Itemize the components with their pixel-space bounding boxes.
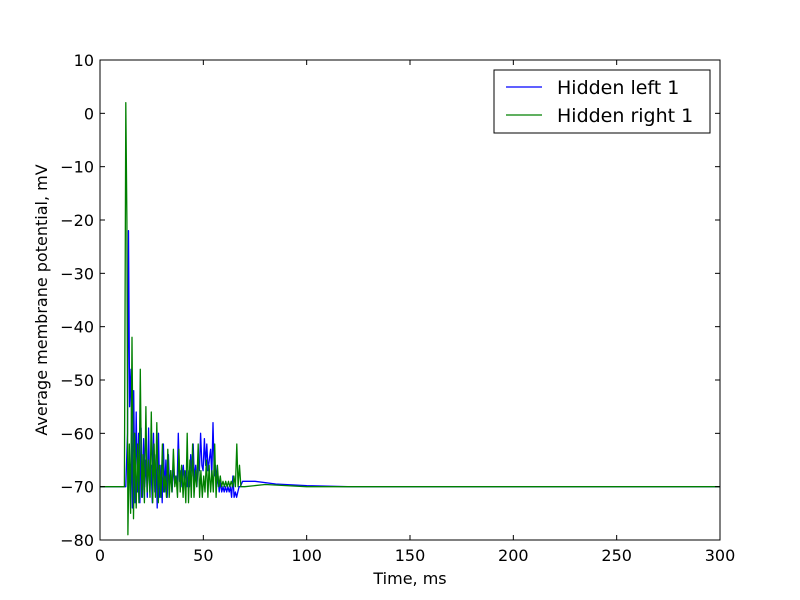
y-tick-label: −60 [60,424,94,443]
y-tick-label: −80 [60,531,94,550]
series-layer [100,102,720,536]
x-tick-label: 150 [395,546,426,565]
x-tick-label: 50 [193,546,213,565]
plot-frame [99,59,721,541]
y-tick-label: −30 [60,264,94,283]
legend-frame [493,69,711,134]
tick-layer: 0 50 100 150 200 250 300100−10−20−30−40−50−60−… [60,51,735,565]
x-tick-label: 0 [95,546,105,565]
x-tick-label: 250 [601,546,632,565]
series-line-hidden-right-1 [100,102,720,536]
y-tick-label: −10 [60,158,94,177]
y-tick-label: −20 [60,211,94,230]
y-tick-label: 10 [74,51,94,70]
y-tick-label: 0 [84,104,94,123]
legend-label-hidden-left-1: Hidden left 1 [557,77,679,99]
y-tick-label: −50 [60,371,94,390]
x-axis-label: Time, ms [372,569,446,588]
legend: Hidden left 1 Hidden right 1 [493,69,711,134]
y-tick-label: −40 [60,318,94,337]
legend-label-hidden-right-1: Hidden right 1 [557,105,693,127]
x-tick-label: 300 [705,546,736,565]
x-tick-label: 100 [291,546,322,565]
y-tick-label: −70 [60,478,94,497]
y-axis-label: Average membrane potential, mV [32,164,51,435]
x-tick-label: 200 [498,546,529,565]
